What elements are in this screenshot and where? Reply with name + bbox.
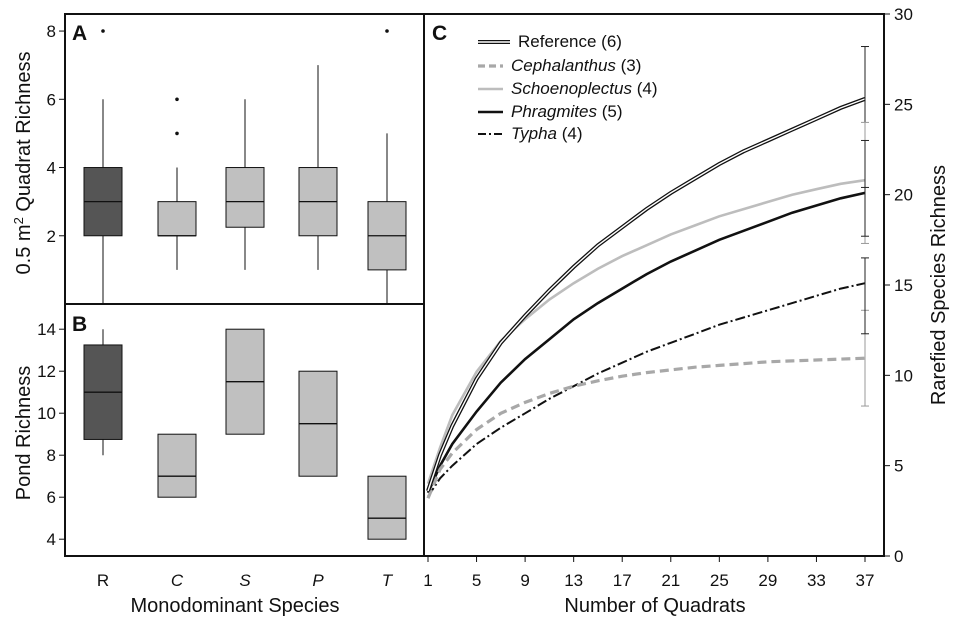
- x-tick-label: 37: [856, 571, 875, 590]
- y-tick-label: 4: [47, 530, 56, 549]
- series-line-phragmites: [426, 191, 866, 494]
- y-tick-label: 8: [47, 22, 56, 41]
- y-tick-label: 20: [894, 186, 913, 205]
- legend-phragmites-label: Phragmites (5): [511, 102, 622, 121]
- x-tick-label: 25: [710, 571, 729, 590]
- y-tick-label: 10: [37, 404, 56, 423]
- y-tick-label: 6: [47, 90, 56, 109]
- box-outlier: [385, 29, 389, 33]
- panel-a-letter: A: [72, 22, 87, 45]
- y-tick-label: 2: [47, 227, 56, 246]
- series-line-schoenoplectus: [426, 178, 866, 485]
- x-tick-label: 21: [661, 571, 680, 590]
- x-tick-label: 13: [564, 571, 583, 590]
- panel-b-x-axis-label: Monodominant Species: [130, 595, 339, 617]
- box-T: [367, 475, 407, 540]
- y-tick-label: 10: [894, 366, 913, 385]
- y-tick-label: 14: [37, 320, 56, 339]
- legend-schoenoplectus-label: Schoenoplectus (4): [511, 79, 657, 98]
- box-C: [157, 201, 197, 237]
- y-tick-label: 0: [894, 547, 903, 566]
- y-tick-label: 15: [894, 276, 913, 295]
- y-tick-label: 4: [47, 159, 56, 178]
- box-outlier: [175, 97, 179, 102]
- panel-a-y-axis-label: 0.5 m2 Quadrat Richness: [11, 52, 35, 275]
- y-tick-label: 30: [894, 5, 913, 24]
- y-tick-label: 6: [47, 488, 56, 507]
- box-C: [157, 433, 197, 498]
- box-outlier: [175, 131, 179, 136]
- y-tick-label: 8: [47, 446, 56, 465]
- x-category-label: C: [171, 571, 184, 590]
- panel-b-plot: 4 6 8 10 12 14 R C S P T: [37, 320, 407, 590]
- x-tick-label: 9: [520, 571, 529, 590]
- legend-typha-label: Typha (4): [511, 124, 583, 143]
- x-category-label: P: [312, 571, 324, 590]
- panel-b-y-axis-label: Pond Richness: [13, 366, 35, 501]
- series-line-reference-inner: [427, 98, 866, 492]
- series-line-cephalanthus: [426, 356, 866, 499]
- x-category-label: S: [239, 571, 251, 590]
- x-category-label: R: [97, 571, 109, 590]
- x-category-label: T: [382, 571, 394, 590]
- panel-b-letter: B: [72, 313, 87, 336]
- box-S: [225, 167, 265, 228]
- y-tick-label: 5: [894, 457, 903, 476]
- x-tick-label: 5: [472, 571, 481, 590]
- panel-c-y-axis-label: Rarefied Species Richness: [928, 165, 950, 405]
- x-tick-label: 17: [613, 571, 632, 590]
- panel-c-legend: Reference (6) Cephalanthus (3) Schoenoplec…: [478, 32, 657, 143]
- panel-c-x-axis-label: Number of Quadrats: [564, 595, 745, 617]
- y-tick-label: 12: [37, 362, 56, 381]
- x-tick-label: 29: [758, 571, 777, 590]
- x-tick-label: 1: [423, 571, 432, 590]
- panel-a-plot: 2 4 6 8: [47, 22, 407, 304]
- legend-cephalanthus-label: Cephalanthus (3): [511, 56, 641, 75]
- y-tick-label: 25: [894, 95, 913, 114]
- x-tick-label: 33: [807, 571, 826, 590]
- legend-reference-label: Reference (6): [518, 32, 622, 51]
- box-outlier: [101, 29, 105, 33]
- panel-c-letter: C: [432, 22, 447, 45]
- series-line-typha: [427, 282, 866, 497]
